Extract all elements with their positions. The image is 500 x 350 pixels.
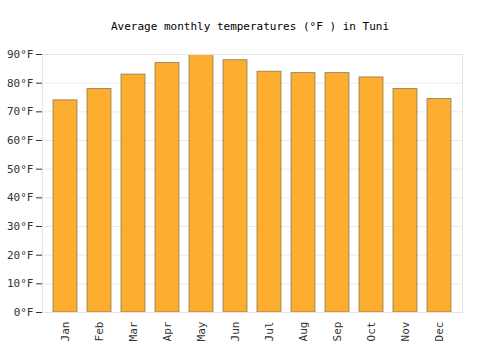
svg-text:20°F: 20°F xyxy=(7,249,34,262)
svg-text:Jun: Jun xyxy=(229,322,242,342)
svg-text:90°F: 90°F xyxy=(7,48,34,61)
svg-text:Dec: Dec xyxy=(433,322,446,342)
svg-text:40°F: 40°F xyxy=(7,191,34,204)
svg-text:Sep: Sep xyxy=(331,322,344,342)
svg-text:Apr: Apr xyxy=(161,321,174,341)
svg-text:80°F: 80°F xyxy=(7,77,34,90)
svg-text:Jan: Jan xyxy=(59,322,72,342)
svg-text:Feb: Feb xyxy=(93,322,106,342)
svg-text:Oct: Oct xyxy=(365,322,378,342)
svg-text:0°F: 0°F xyxy=(14,306,34,319)
svg-text:30°F: 30°F xyxy=(7,220,34,233)
svg-text:Aug: Aug xyxy=(297,322,310,342)
svg-text:50°F: 50°F xyxy=(7,163,34,176)
svg-text:70°F: 70°F xyxy=(7,105,34,118)
svg-text:10°F: 10°F xyxy=(7,277,34,290)
svg-text:Jul: Jul xyxy=(263,322,276,342)
html-text:Average monthly temperatures (: Average monthly temperatures (°F ) in Tu… xyxy=(110,20,390,33)
svg-text:May: May xyxy=(195,321,208,341)
svg-text:Nov: Nov xyxy=(399,321,412,341)
svg-text:60°F: 60°F xyxy=(7,134,34,147)
svg-text:Mar: Mar xyxy=(127,321,140,341)
